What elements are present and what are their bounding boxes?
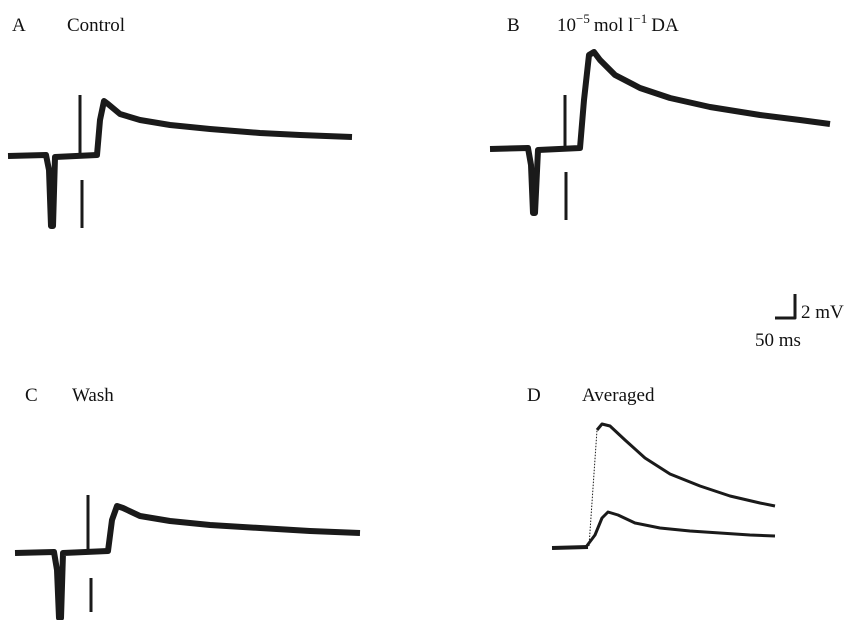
superscript: −1 bbox=[633, 11, 647, 26]
trace bbox=[14, 503, 361, 620]
panel-label: Wash bbox=[72, 385, 114, 406]
baseline bbox=[551, 545, 589, 550]
panel-letter: B bbox=[507, 15, 520, 36]
label-part: mol l bbox=[594, 15, 634, 36]
stimulus-artifact bbox=[78, 95, 84, 228]
scale-bar-time: 50 ms bbox=[755, 330, 801, 351]
panel-letter: D bbox=[527, 385, 541, 406]
panel-label: 10−5 mol l−1 DA bbox=[557, 11, 679, 36]
panel-label: Control bbox=[67, 15, 125, 36]
trace bbox=[489, 49, 831, 216]
trace bbox=[7, 98, 353, 229]
label-part: DA bbox=[651, 15, 679, 36]
scale-bar-voltage: 2 mV bbox=[801, 302, 844, 323]
trace-lower bbox=[584, 510, 776, 548]
scale-bar-lines bbox=[775, 294, 797, 320]
superscript: −5 bbox=[576, 11, 590, 26]
rise-dotted bbox=[588, 429, 598, 547]
label-part: 10 bbox=[557, 15, 576, 36]
stimulus-artifact bbox=[563, 95, 568, 220]
panel-letter: C bbox=[25, 385, 38, 406]
panel-a: A Control bbox=[7, 15, 353, 229]
panel-letter: A bbox=[12, 15, 26, 36]
scale-bar: 2 mV 50 ms bbox=[755, 294, 844, 351]
panel-b: B 10−5 mol l−1 DA bbox=[489, 11, 831, 220]
trace-upper bbox=[595, 422, 776, 508]
panel-label: Averaged bbox=[582, 385, 655, 406]
panel-c: C Wash bbox=[14, 385, 361, 620]
stimulus-artifact bbox=[86, 495, 93, 612]
panel-d: D Averaged bbox=[527, 385, 776, 550]
